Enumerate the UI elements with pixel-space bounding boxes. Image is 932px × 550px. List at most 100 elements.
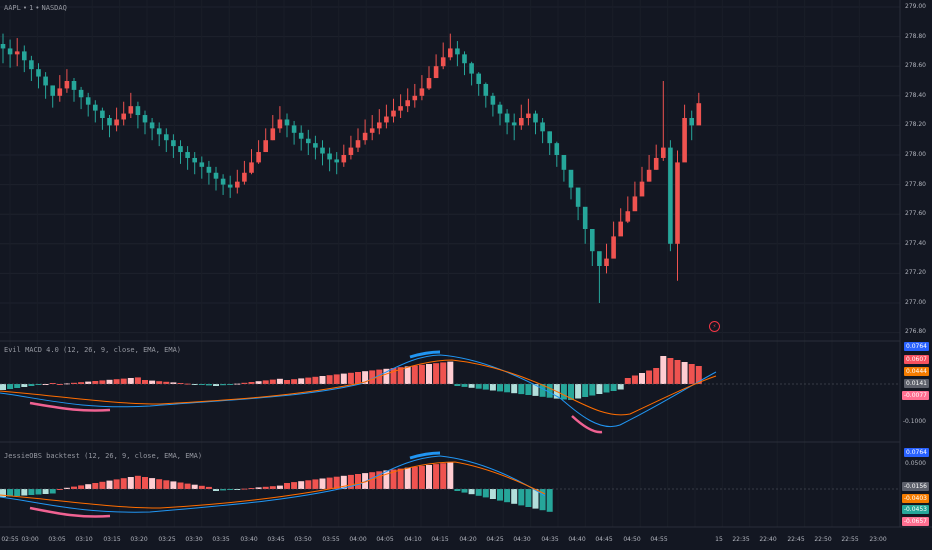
candle-body xyxy=(270,128,276,141)
candle-body xyxy=(668,147,673,244)
candle-body xyxy=(100,110,105,118)
jessie-histogram-bar xyxy=(525,489,532,507)
jessie-histogram-bar xyxy=(184,483,191,489)
candle-body xyxy=(448,48,453,58)
candle-body xyxy=(533,113,538,123)
macd-histogram-bar xyxy=(248,382,255,384)
jessie-histogram-bar xyxy=(71,486,77,489)
jessie-histogram-bar xyxy=(440,463,447,489)
candle-body xyxy=(85,97,91,105)
jessie-badge: -0.0156 xyxy=(901,482,929,491)
macd-histogram-bar xyxy=(127,378,134,384)
jessie-histogram-bar xyxy=(397,468,404,489)
candle-body xyxy=(590,229,595,252)
jessie-lines xyxy=(0,451,546,518)
macd-histogram-bar xyxy=(646,370,653,384)
symbol-exchange: NASDAQ xyxy=(41,4,67,12)
time-tick: 04:55 xyxy=(650,536,668,543)
candle-body xyxy=(362,132,368,141)
candle-body xyxy=(43,76,48,86)
macd-axis-tick: -0.1000 xyxy=(902,418,926,425)
symbol-legend[interactable]: AAPL • 1 • NASDAQ xyxy=(4,4,67,12)
macd-histogram-bar xyxy=(440,362,447,384)
macd-lines xyxy=(0,350,717,434)
macd-pink-segment xyxy=(571,415,603,434)
jessie-histogram-bar xyxy=(383,470,390,489)
candle-body xyxy=(242,172,247,182)
time-tick: 23:00 xyxy=(869,536,887,543)
macd-histogram-bar xyxy=(71,382,77,384)
macd-histogram-bar xyxy=(326,375,333,384)
candle-body xyxy=(639,181,645,197)
jessie-signal-line xyxy=(0,461,546,509)
jessie-histogram-bar xyxy=(14,489,21,496)
price-tick: 277.00 xyxy=(905,299,926,306)
macd-blue-segment xyxy=(409,350,441,359)
macd-histogram-bar xyxy=(489,384,496,391)
macd-histogram-bar xyxy=(241,382,248,384)
candle-body xyxy=(646,169,652,182)
macd-histogram-bar xyxy=(518,384,525,395)
time-tick: 03:40 xyxy=(240,536,258,543)
macd-histogram-bar xyxy=(213,384,219,386)
macd-histogram-bar xyxy=(113,379,120,384)
macd-histogram-bar xyxy=(28,384,35,386)
candle-body xyxy=(405,100,410,107)
macd-histogram-bar xyxy=(539,384,546,397)
macd-histogram-bar xyxy=(610,384,617,391)
candle-body xyxy=(164,134,169,141)
candle-body xyxy=(476,73,481,84)
candle-body xyxy=(213,172,219,179)
candle-body xyxy=(227,184,233,188)
time-tick: 03:20 xyxy=(130,536,148,543)
jessie-histogram-bar xyxy=(454,489,461,491)
time-tick: 04:50 xyxy=(623,536,641,543)
candle-body xyxy=(149,122,155,129)
jessie-histogram-bar xyxy=(191,484,198,489)
jessie-histogram-bar xyxy=(418,465,425,489)
jessie-histogram-bar xyxy=(21,489,28,496)
macd-histogram-bar xyxy=(461,384,468,387)
jessie-legend[interactable]: JessieOBS backtest (12, 26, 9, close, EM… xyxy=(4,452,203,460)
macd-histogram-bar xyxy=(433,363,440,384)
price-tick: 277.20 xyxy=(905,269,926,276)
macd-badge: 0.0444 xyxy=(904,367,929,376)
jessie-histogram-bar xyxy=(276,485,283,489)
macd-histogram-bar xyxy=(56,384,63,385)
candle-body xyxy=(341,155,347,163)
signal-line xyxy=(0,359,717,416)
jessie-histogram-bar xyxy=(546,489,553,512)
macd-histogram-bar xyxy=(568,384,574,400)
jessie-histogram-bar xyxy=(468,489,475,495)
jessie-histogram-bar xyxy=(340,475,347,489)
time-tick: 22:55 xyxy=(841,536,859,543)
macd-histogram-bar xyxy=(0,384,6,390)
macd-histogram-bar xyxy=(397,367,404,384)
lightning-event-icon[interactable]: ⚡ xyxy=(709,321,720,332)
macd-badge: 0.0141 xyxy=(904,379,929,388)
jessie-histogram-bar xyxy=(475,489,482,496)
macd-histogram-bar xyxy=(42,384,49,385)
time-tick: 04:20 xyxy=(459,536,477,543)
jessie-badge: -0.0403 xyxy=(901,494,929,503)
candle-body xyxy=(192,157,197,163)
time-tick: 04:40 xyxy=(568,536,586,543)
jessie-histogram-bar xyxy=(461,489,468,493)
jessie-histogram-bar xyxy=(539,489,546,511)
jessie-histogram-bar xyxy=(99,481,106,489)
macd-histogram-bar xyxy=(149,380,156,384)
macd-histogram-bar xyxy=(582,384,589,397)
candle-body xyxy=(561,155,567,170)
macd-legend[interactable]: Evil MACD 4.0 (12, 26, 9, close, EMA, EM… xyxy=(4,346,182,354)
macd-histogram-bar xyxy=(560,384,567,400)
macd-histogram-bar xyxy=(156,381,163,384)
macd-histogram-bar xyxy=(163,381,170,384)
candle-body xyxy=(618,221,623,237)
jessie-badge: -0.0453 xyxy=(901,505,929,514)
candle-body xyxy=(391,110,396,117)
jessie-histogram-bar xyxy=(298,481,305,489)
macd-histogram-bar xyxy=(447,361,454,384)
jessie-histogram-bar xyxy=(312,479,319,489)
candle-body xyxy=(50,85,55,96)
